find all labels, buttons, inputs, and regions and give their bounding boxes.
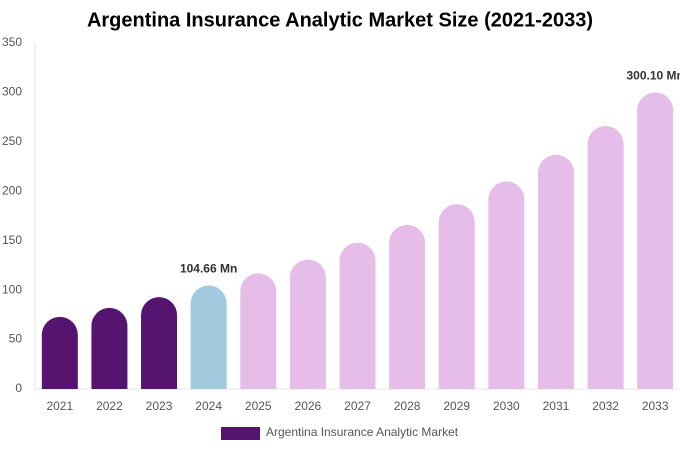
x-tick-label: 2028 bbox=[394, 399, 421, 413]
y-tick-label: 100 bbox=[2, 282, 22, 296]
legend-swatch bbox=[221, 427, 260, 440]
bar bbox=[41, 316, 78, 389]
chart-title: Argentina Insurance Analytic Market Size… bbox=[87, 9, 593, 31]
x-tick-label: 2032 bbox=[592, 399, 619, 413]
y-tick-label: 200 bbox=[2, 183, 22, 197]
x-tick-label: 2021 bbox=[46, 399, 73, 413]
y-tick-label: 150 bbox=[2, 233, 22, 247]
y-tick-label: 250 bbox=[2, 134, 22, 148]
x-tick-label: 2027 bbox=[344, 399, 371, 413]
y-tick-label: 350 bbox=[2, 35, 22, 49]
x-tick-label: 2026 bbox=[295, 399, 322, 413]
legend-label: Argentina Insurance Analytic Market bbox=[266, 425, 459, 439]
value-label: 300.10 Mn bbox=[627, 69, 680, 83]
x-tick-label: 2025 bbox=[245, 399, 272, 413]
bar bbox=[587, 126, 624, 390]
bar bbox=[240, 273, 277, 389]
bar bbox=[190, 285, 227, 389]
x-tick-label: 2023 bbox=[146, 399, 173, 413]
x-tick-label: 2022 bbox=[96, 399, 123, 413]
y-tick-label: 50 bbox=[9, 332, 23, 346]
x-tick-label: 2024 bbox=[195, 399, 222, 413]
x-tick-label: 2031 bbox=[543, 399, 570, 413]
bar bbox=[91, 307, 128, 389]
bar bbox=[488, 181, 525, 389]
x-tick-label: 2030 bbox=[493, 399, 520, 413]
x-tick-label: 2033 bbox=[642, 399, 669, 413]
bar bbox=[637, 92, 674, 389]
bar bbox=[141, 297, 178, 389]
bar bbox=[438, 204, 475, 389]
bar bbox=[339, 242, 376, 389]
bar bbox=[389, 224, 426, 389]
bar bbox=[537, 154, 574, 389]
bar bbox=[289, 259, 326, 389]
y-tick-label: 300 bbox=[2, 85, 22, 99]
value-label: 104.66 Mn bbox=[180, 262, 237, 276]
y-tick-label: 0 bbox=[15, 381, 22, 395]
x-tick-label: 2029 bbox=[443, 399, 470, 413]
